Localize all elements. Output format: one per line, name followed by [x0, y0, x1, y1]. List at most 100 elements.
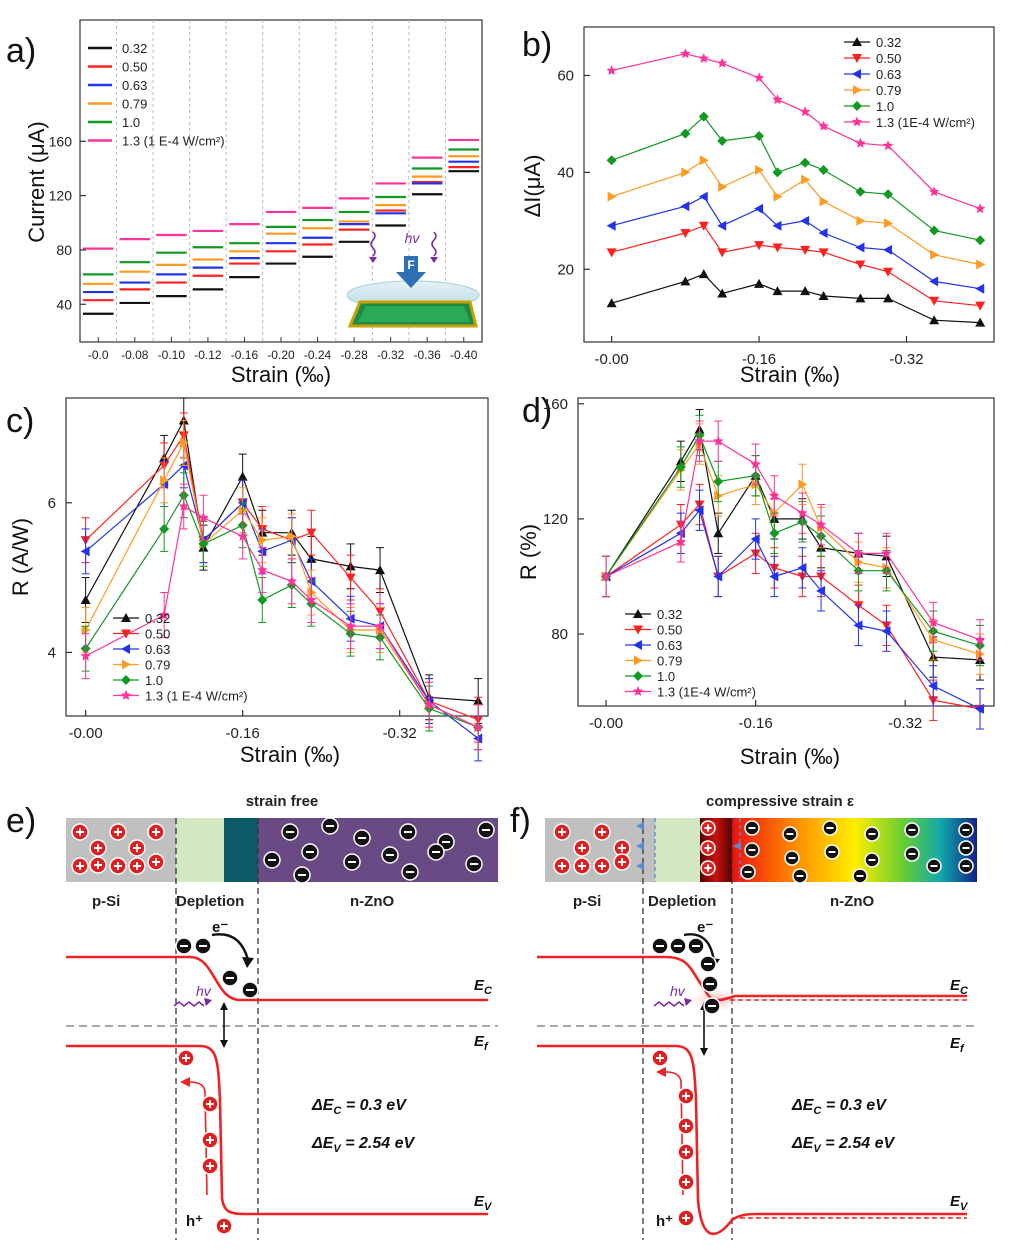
data-point [881, 547, 892, 558]
series-line [611, 195, 981, 290]
data-point [772, 94, 783, 105]
data-point [818, 120, 829, 131]
hole-charge-icon [147, 853, 165, 871]
panel-letter-f: f) [510, 802, 531, 840]
data-point [694, 435, 705, 446]
gap-arrow-head-down [220, 1040, 228, 1048]
delta-ev-label-e: ΔEV = 2.54 eV [311, 1135, 415, 1155]
legend-label: 1.0 [876, 99, 894, 114]
series-0-63 [606, 191, 985, 294]
panel-b: b) 20 40 60 -0.00 -0.16 -0.32 0.320.500.630.7… [520, 26, 995, 387]
ec-label-f: EC [950, 977, 969, 997]
photon-arrow-icon [204, 998, 212, 1006]
data-point [257, 564, 268, 575]
x-axis-label-d: Strain (‰) [740, 744, 840, 769]
data-point [855, 242, 865, 253]
data-point [929, 225, 940, 236]
legend-marker [851, 116, 863, 127]
data-point [855, 260, 866, 270]
panel-letter-d: d) [522, 392, 552, 430]
y-tick-label: 80 [56, 242, 72, 258]
data-point [975, 317, 986, 327]
electron-charge-icon [958, 858, 974, 874]
legend-label: 0.63 [657, 638, 682, 653]
legend-marker [633, 609, 643, 618]
legend-label: 0.79 [657, 654, 682, 669]
data-point [754, 241, 765, 251]
ev-label-e: EV [474, 1193, 493, 1213]
data-point [257, 595, 268, 606]
hole-drift-arrow [665, 1071, 684, 1196]
depletion-region-p [176, 818, 224, 882]
legend-label: 1.3 (1E-4 W/cm²) [876, 115, 975, 130]
photon-wave-icon [173, 1000, 205, 1008]
light-arrow-icon [369, 257, 377, 263]
legend-marker [633, 640, 642, 650]
data-point [606, 298, 617, 308]
legend-marker [121, 629, 131, 639]
data-point [179, 437, 189, 448]
hole-charge-icon [700, 820, 716, 836]
series-1-0 [83, 148, 479, 276]
data-point [976, 259, 986, 270]
data-point [772, 220, 782, 231]
data-point [178, 501, 189, 511]
data-point [80, 595, 91, 605]
delta-ev-label-f: ΔEV = 2.54 eV [791, 1135, 895, 1155]
data-point [818, 290, 829, 300]
electron-charge-icon [904, 846, 920, 862]
data-point [698, 53, 709, 63]
x-axis-a: -0.0 -0.08 -0.10 -0.12 -0.16 -0.20 -0.24 -0.28-… [88, 337, 478, 362]
delta-ec-label-e: ΔEC = 0.3 eV [311, 1097, 407, 1117]
data-point [772, 167, 783, 178]
light-wave-icon [370, 231, 376, 257]
data-point [423, 699, 435, 710]
data-point [818, 164, 829, 175]
valence-band-edge [66, 1044, 488, 1216]
data-point [606, 155, 617, 166]
legend-label: 0.32 [657, 607, 682, 622]
hole-charge-icon [147, 823, 165, 841]
ev-label-f: EV [950, 1193, 969, 1213]
force-label: F [407, 258, 414, 272]
hole-charge-icon [128, 857, 146, 875]
electron-drift-arrow-head [242, 957, 254, 968]
x-tick-label: -0.32 [888, 715, 922, 732]
legend-d: 0.320.500.630.791.01.3 (1E-4 W/cm²) [625, 607, 756, 700]
electron-charge-icon [744, 820, 760, 836]
series-line [611, 224, 981, 307]
data-point [853, 620, 863, 631]
x-tick-label: -0.00 [589, 715, 623, 732]
legend-label: 0.50 [876, 51, 901, 66]
electron-charge-icon [699, 955, 717, 973]
data-point [680, 201, 690, 212]
hole-charge-icon [613, 853, 631, 871]
legend-marker [121, 675, 131, 685]
legend-label: 0.50 [145, 627, 170, 642]
data-point [680, 48, 691, 59]
depletion-label: Depletion [648, 893, 716, 910]
p-si-label: p-Si [573, 893, 601, 910]
hole-charge-icon [109, 857, 127, 875]
y-tick-label: 60 [557, 67, 574, 84]
electron-charge-icon [381, 846, 399, 864]
data-point [753, 72, 765, 83]
ef-label-f: Ef [950, 1035, 965, 1055]
data-point [198, 512, 209, 523]
data-point [800, 157, 811, 168]
x-tick-label: -0.10 [158, 348, 186, 362]
carrier-charges-e [71, 817, 495, 884]
electron-charge-icon [740, 864, 756, 880]
x-tick-label: -0.32 [889, 351, 923, 368]
y-tick-label: 120 [49, 188, 73, 204]
series-1-0 [606, 111, 986, 246]
shift-arrow-icon [636, 862, 644, 870]
data-point [198, 538, 209, 549]
shift-arrow-icon [733, 842, 741, 850]
data-point [818, 227, 828, 238]
data-point [374, 620, 386, 631]
gap-arrow-head-down [700, 1048, 708, 1056]
data-point [798, 479, 808, 490]
legend-label: 0.32 [122, 41, 147, 56]
legend-b: 0.320.500.630.791.01.3 (1E-4 W/cm²) [844, 35, 975, 130]
